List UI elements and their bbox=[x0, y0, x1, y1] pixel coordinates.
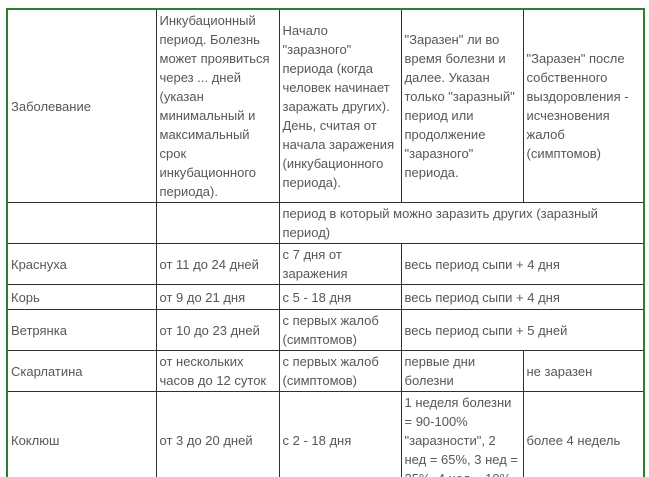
subheader-merged-cell: период в который можно заразить других (… bbox=[278, 202, 645, 244]
cell-during: первые дни болезни bbox=[400, 350, 524, 392]
subheader-empty-cell bbox=[155, 202, 280, 244]
cell-start: с 7 дня от заражения bbox=[278, 243, 402, 285]
cell-disease: Коклюш bbox=[6, 391, 157, 477]
table-row-skarlatina: Скарлатина от нескольких часов до 12 сут… bbox=[6, 350, 645, 392]
table-row-vetryanka: Ветрянка от 10 до 23 дней с первых жалоб… bbox=[6, 309, 645, 351]
cell-disease: Скарлатина bbox=[6, 350, 157, 392]
cell-start: с 2 - 18 дня bbox=[278, 391, 402, 477]
cell-during: весь период сыпи + 4 дня bbox=[400, 243, 645, 285]
cell-incubation: от 3 до 20 дней bbox=[155, 391, 280, 477]
cell-after: более 4 недель bbox=[522, 391, 645, 477]
cell-start: с первых жалоб (симптомов) bbox=[278, 350, 402, 392]
cell-disease: Краснуха bbox=[6, 243, 157, 285]
cell-during: весь период сыпи + 4 дня bbox=[400, 284, 645, 310]
cell-disease: Корь bbox=[6, 284, 157, 310]
cell-incubation: от 9 до 21 дня bbox=[155, 284, 280, 310]
subheader-empty-cell bbox=[6, 202, 157, 244]
cell-disease: Ветрянка bbox=[6, 309, 157, 351]
header-cell-incubation: Инкубационный период. Болезнь может проя… bbox=[155, 8, 280, 203]
table-row-koklyush: Коклюш от 3 до 20 дней с 2 - 18 дня 1 не… bbox=[6, 391, 645, 477]
header-cell-after: "Заразен" после собственного выздоровлен… bbox=[522, 8, 645, 203]
header-cell-disease: Заболевание bbox=[6, 8, 157, 203]
table-header-row: Заболевание Инкубационный период. Болезн… bbox=[6, 8, 645, 203]
cell-incubation: от 10 до 23 дней bbox=[155, 309, 280, 351]
cell-during: весь период сыпи + 5 дней bbox=[400, 309, 645, 351]
cell-start: с 5 - 18 дня bbox=[278, 284, 402, 310]
header-cell-start: Начало "заразного" периода (когда челове… bbox=[278, 8, 402, 203]
table-row-kor: Корь от 9 до 21 дня с 5 - 18 дня весь пе… bbox=[6, 284, 645, 310]
header-cell-during: "Заразен" ли во время болезни и далее. У… bbox=[400, 8, 524, 203]
cell-incubation: от нескольких часов до 12 суток bbox=[155, 350, 280, 392]
cell-after: не заразен bbox=[522, 350, 645, 392]
cell-start: с первых жалоб (симптомов) bbox=[278, 309, 402, 351]
cell-during: 1 неделя болезни = 90-100% "заразности",… bbox=[400, 391, 524, 477]
table-row-krasnukha: Краснуха от 11 до 24 дней с 7 дня от зар… bbox=[6, 243, 645, 285]
table-subheader-row: период в который можно заразить других (… bbox=[6, 202, 645, 244]
infectious-period-table: Заболевание Инкубационный период. Болезн… bbox=[6, 8, 645, 477]
cell-incubation: от 11 до 24 дней bbox=[155, 243, 280, 285]
